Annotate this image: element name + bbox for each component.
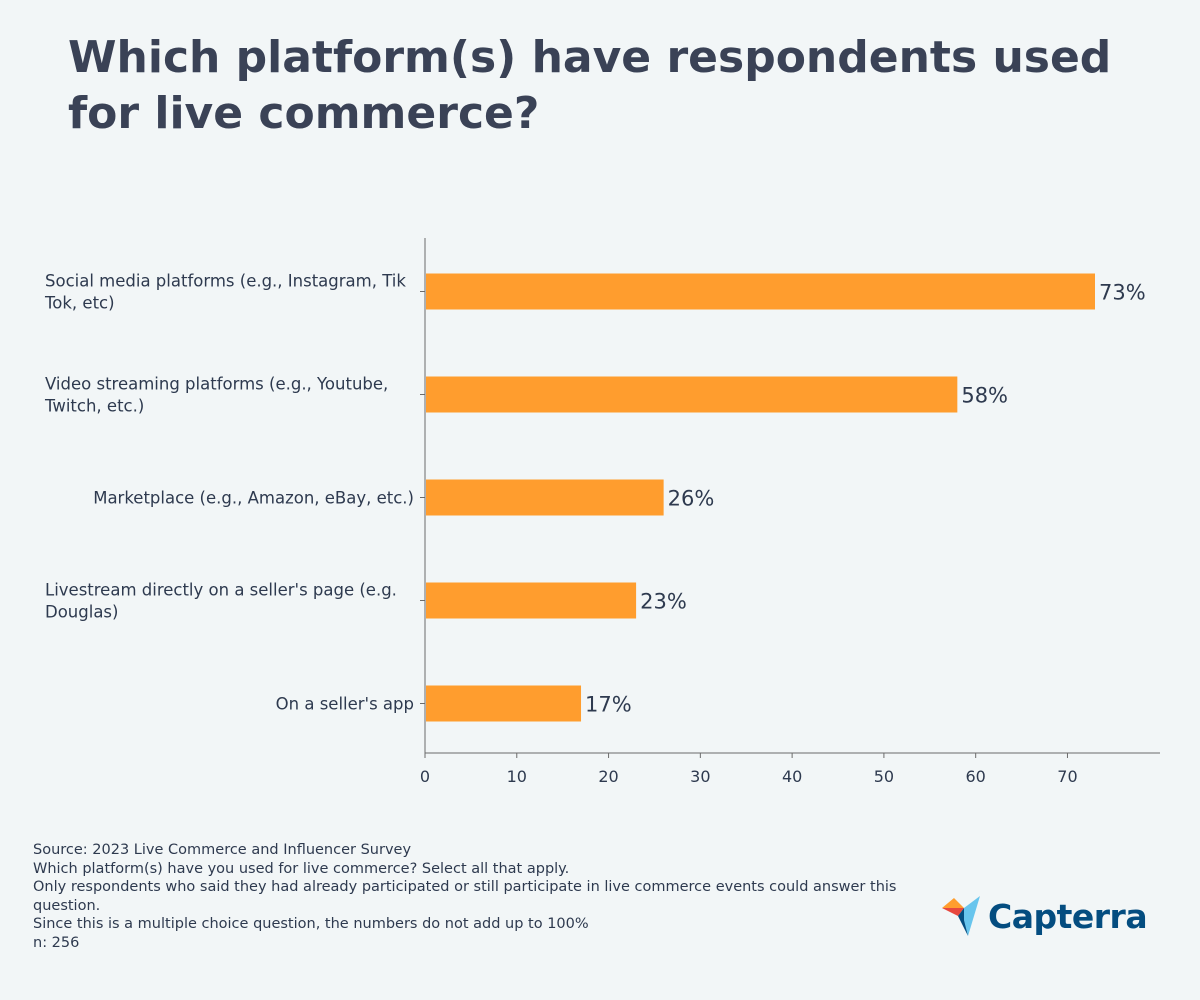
footer-respondents-note: Only respondents who said they had alrea… (33, 879, 897, 914)
footer-notes: Source: 2023 Live Commerce and Influence… (33, 841, 933, 952)
category-label-4: Douglas) (45, 603, 118, 622)
x-tick-label: 20 (598, 767, 618, 786)
footer-sample-size: n: 256 (33, 934, 80, 951)
category-label-1: Social media platforms (e.g., Instagram,… (45, 272, 406, 291)
category-label-4: Livestream directly on a seller's page (… (45, 581, 397, 600)
x-tick-label: 50 (874, 767, 894, 786)
footer-source: Source: 2023 Live Commerce and Influence… (33, 842, 412, 858)
x-tick-label: 60 (966, 767, 986, 786)
bar-2 (426, 376, 958, 413)
footer-question: Which platform(s) have you used for live… (33, 860, 570, 877)
value-label-3: 26% (668, 487, 715, 511)
capterra-logo-text: Capterra (988, 896, 1148, 936)
bar-3 (426, 479, 664, 516)
capterra-logo-icon (942, 896, 980, 936)
bar-1 (426, 273, 1095, 310)
value-label-1: 73% (1099, 281, 1146, 305)
page-title: Which platform(s) have respondents used … (68, 32, 1112, 139)
x-tick-label: 70 (1057, 767, 1077, 786)
bar-4 (426, 582, 637, 619)
value-label-5: 17% (585, 693, 632, 717)
category-label-5: On a seller's app (276, 695, 414, 714)
bar-chart: 0 10 20 30 40 50 60 70 73% Social media platforms… (44, 238, 1160, 786)
footer-multiple-choice-note: Since this is a multiple choice question… (33, 916, 589, 932)
value-label-2: 58% (961, 384, 1008, 408)
x-tick-label: 0 (420, 767, 430, 786)
x-tick-label: 40 (782, 767, 802, 786)
category-label-2: Video streaming platforms (e.g., Youtube… (45, 375, 388, 394)
category-label-3: Marketplace (e.g., Amazon, eBay, etc.) (93, 489, 414, 508)
category-label-1: Tok, etc) (44, 294, 115, 313)
value-label-4: 23% (640, 590, 687, 614)
bar-5 (426, 685, 582, 722)
category-label-2: Twitch, etc.) (44, 397, 144, 416)
x-tick-label: 10 (507, 767, 527, 786)
capterra-logo: Capterra (940, 894, 1148, 938)
x-tick-label: 30 (690, 767, 710, 786)
